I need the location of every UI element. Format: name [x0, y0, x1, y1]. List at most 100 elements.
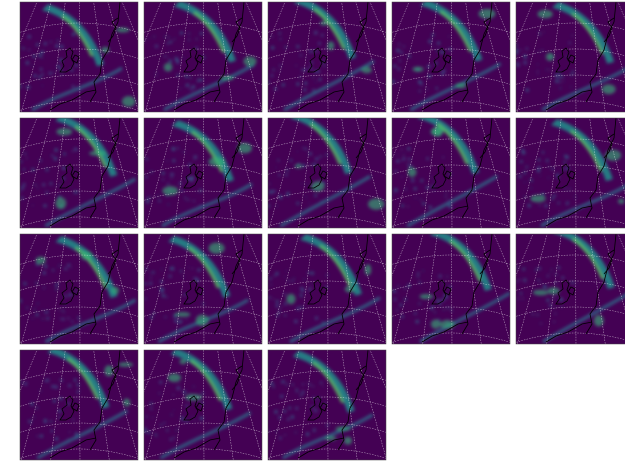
precip-speck [271, 74, 274, 77]
precip-speck [320, 155, 322, 157]
precip-speck [548, 177, 549, 178]
precip-speck [177, 387, 180, 390]
precip-speck [312, 89, 315, 92]
precip-speck [23, 282, 25, 284]
precip-speck [63, 311, 65, 313]
precip-speck [546, 299, 549, 302]
precip-speck [560, 298, 563, 301]
precip-speck [551, 197, 554, 200]
precip-speck [311, 272, 314, 275]
precip-speck [540, 323, 542, 325]
precip-speck [180, 270, 182, 272]
precip-speck [26, 86, 27, 87]
precip-speck [176, 429, 178, 431]
precip-speck [315, 81, 316, 82]
precip-speck [428, 40, 431, 43]
precip-speck [75, 64, 78, 67]
precip-speck [51, 154, 53, 156]
precip-speck [76, 150, 77, 151]
precip-speck [284, 314, 286, 316]
precip-speck [300, 54, 302, 56]
precip-speck [71, 267, 72, 268]
panel-content [238, 112, 418, 233]
precip-speck [59, 310, 60, 311]
precip-speck [407, 206, 409, 208]
precip-speck [190, 179, 193, 182]
precip-speck [416, 320, 419, 323]
precip-speck [144, 427, 146, 429]
precip-speck [146, 158, 148, 160]
precip-speck [426, 186, 429, 189]
precip-speck [189, 88, 191, 90]
precip-speck [396, 49, 398, 51]
precip-speck [60, 45, 63, 48]
precip-speck [36, 282, 38, 284]
precip-speck [417, 272, 419, 274]
precip-speck [545, 204, 548, 207]
precip-speck [173, 394, 175, 396]
precip-speck [430, 307, 433, 310]
precip-speck [530, 188, 531, 189]
precip-speck [37, 435, 39, 437]
precip-speck [542, 151, 544, 153]
precip-speck [394, 298, 397, 301]
precip-speck [280, 395, 283, 398]
precip-speck [439, 275, 442, 278]
precip-speck [33, 55, 36, 58]
precip-speck [559, 81, 561, 83]
precip-speck [537, 64, 538, 65]
precip-speck [279, 65, 281, 67]
panel-content [362, 112, 542, 233]
precip-speck [28, 49, 30, 51]
precip-speck [321, 34, 324, 37]
precip-speck [284, 434, 286, 436]
panel-content [114, 229, 294, 349]
panel-content [238, 229, 418, 349]
precip-speck [557, 266, 560, 269]
precip-speck [295, 407, 298, 410]
precip-speck [148, 38, 149, 39]
precip-speck [551, 269, 552, 270]
precip-speck [537, 267, 539, 269]
precip-speck [67, 317, 69, 319]
precip-speck [34, 184, 36, 186]
precip-speck [411, 179, 414, 182]
precip-speck [448, 48, 451, 51]
precip-speck [161, 269, 162, 270]
precip-speck [64, 295, 67, 298]
precip-speck [184, 293, 187, 296]
precip-speck [167, 42, 169, 44]
precip-speck [284, 293, 286, 295]
precip-speck [401, 176, 402, 177]
precip-speck [46, 379, 49, 382]
precip-speck [164, 422, 166, 424]
precip-speck [44, 380, 46, 382]
precip-speck [148, 431, 151, 434]
precip-speck [403, 315, 404, 316]
precip-speck [426, 88, 428, 90]
precip-speck [524, 55, 527, 58]
precip-speck [170, 41, 173, 44]
precip-speck [400, 51, 403, 54]
precip-speck [526, 166, 528, 168]
precip-cell [118, 362, 133, 367]
precip-speck [169, 275, 172, 278]
precip-speck [405, 188, 407, 190]
precip-speck [170, 438, 173, 441]
precip-speck [42, 318, 44, 320]
precip-speck [393, 65, 396, 68]
precip-speck [69, 431, 71, 433]
precip-speck [296, 65, 297, 66]
precip-speck [173, 437, 175, 439]
precip-speck [60, 410, 62, 412]
precip-speck [522, 268, 525, 271]
precip-speck [305, 184, 306, 185]
precip-speck [449, 36, 450, 37]
precip-speck [155, 45, 158, 48]
precip-speck [57, 40, 59, 42]
precip-speck [200, 79, 203, 82]
precip-speck [280, 306, 282, 308]
precip-speck [269, 183, 271, 185]
precip-cell [618, 199, 625, 204]
precip-speck [197, 191, 198, 192]
